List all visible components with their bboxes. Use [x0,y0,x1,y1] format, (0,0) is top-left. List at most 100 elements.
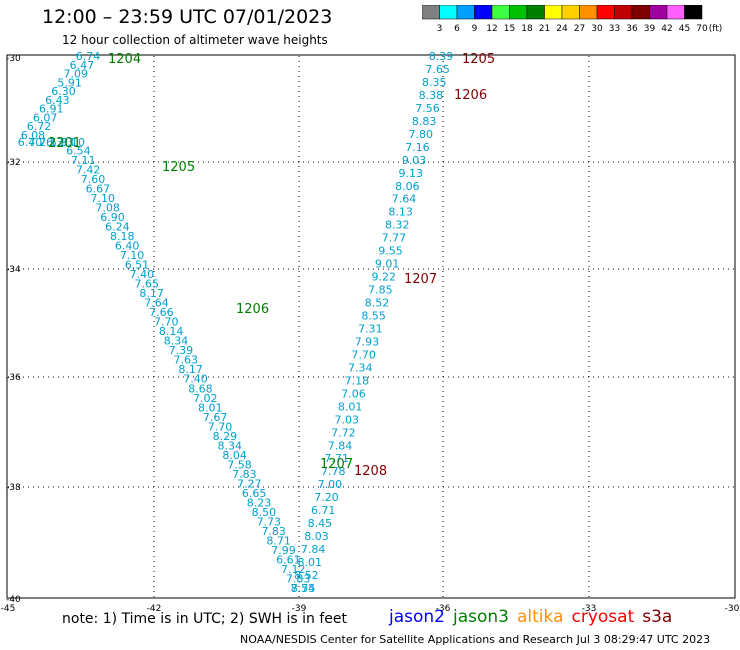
swh-value: 7.77 [382,232,407,245]
swh-value: 8.01 [338,400,363,413]
swh-value: 7.09 [64,68,89,81]
legend-swatch [649,5,668,20]
swh-value: 8.83 [412,115,437,128]
swh-value: 6.91 [39,103,64,116]
swh-value: 8.32 [385,219,410,232]
swh-value: 8.01 [198,401,223,414]
legend-swatch [596,5,615,20]
swh-value: 6.67 [86,183,111,196]
legend-label: 33 [609,24,620,34]
swh-value: 7.18 [345,374,370,387]
legend-label: 15 [504,24,515,34]
swh-value: 7.58 [227,458,252,471]
legend-label: 18 [521,24,533,34]
swh-value: 8.68 [188,382,213,395]
swh-value: 9.03 [402,154,427,167]
swh-value: 8.01 [297,556,322,569]
time-label: 1208 [354,464,387,479]
legend-label: 45 [679,24,690,34]
credit-line: NOAA/NESDIS Center for Satellite Applica… [240,633,711,646]
legend-swatch [666,5,685,20]
legend-label: 12 [486,24,497,34]
swh-value: 8.14 [159,325,184,338]
swh-value: 6.71 [311,504,336,517]
color-legend: 3 6 9 12 15 18 21 24 27 30 33 36 39 42 45 70 (ft) [422,5,723,34]
swh-value: 7.72 [331,426,356,439]
swh-value: 7.42 [76,163,101,176]
longitude-labels: -45 -42 -39 -36 -33 -30 [1,604,740,614]
swh-value: 7.11 [71,154,96,167]
swh-value: 7.99 [271,544,296,557]
swh-value: 7.56 [415,102,440,115]
footnote: note: 1) Time is in UTC; 2) SWH is in fe… [62,611,348,627]
swh-value: 7.84 [328,439,353,452]
legend-swatch [491,5,510,20]
swh-value: 8.38 [419,89,444,102]
satellite-altika: altika [517,607,564,627]
legend-label: 42 [661,24,672,34]
swh-value: 9.01 [375,258,400,271]
legend-label: 9 [472,24,478,34]
swh-value: 6.72 [27,120,52,133]
satellite-jason3: jason3 [453,607,509,627]
swh-value: 7.67 [203,411,228,424]
map-title: 12:00 – 23:59 UTC 07/01/2023 [42,6,333,28]
swh-value: 6.74 [76,50,101,63]
legend-label: 36 [626,24,638,34]
longitude-label: -30 [725,604,740,614]
swh-value: 6.08 [21,129,46,142]
swh-value: 6.43 [45,94,70,107]
swh-value: 8.45 [308,517,333,530]
swh-value: 7.27 [237,477,262,490]
swh-value: 9.13 [398,167,423,180]
swh-value: 7.64 [144,297,169,310]
longitude-label: -39 [292,604,307,614]
swh-value: 8.35 [422,76,447,89]
swh-value: 6.24 [105,221,130,234]
time-label: 1206 [236,302,269,317]
swh-value: 7.12 [281,563,306,576]
latitude-label: -40 [6,595,21,605]
swh-value: 5.91 [57,76,82,89]
swh-value: 7.26 [29,136,54,149]
swh-value: 8.52 [365,297,390,310]
legend-swatch [614,5,633,20]
swh-value: 7.70 [154,316,179,329]
swh-value: 9.55 [378,245,403,258]
swh-value: 7.65 [425,63,450,76]
swh-value: 7.31 [358,322,383,335]
swh-value: 8.50 [252,506,277,519]
swh-value: 6.51 [125,259,150,272]
legend-label: 21 [539,24,550,34]
swh-value: 8.06 [395,180,420,193]
satellite-legend: jason2 jason3 altika cryosat s3a [389,607,680,627]
satellite-s3a: s3a [642,607,673,627]
swh-value: 7.70 [351,348,376,361]
swh-value: 6.54 [66,144,91,157]
swh-value: 6.61 [276,553,301,566]
legend-label: 6 [454,24,460,34]
legend-label: 30 [591,24,603,34]
legend-swatch [456,5,475,20]
swh-value: 6.40 [115,240,140,253]
swh-value: 7.65 [134,278,159,291]
swh-value: 7.83 [261,525,286,538]
swh-value: 7.80 [409,128,434,141]
swh-value: 8.71 [266,534,291,547]
swh-value: 6.10 [61,136,86,149]
legend-swatch [631,5,650,20]
grid-lines [8,56,734,597]
swh-value: 7.66 [149,306,174,319]
swh-value: 8.17 [178,363,203,376]
swh-value: 7.55 [291,582,316,595]
time-label: 2201 [48,136,81,151]
satellite-jason2: jason2 [389,607,445,627]
swh-value: 8.34 [217,439,242,452]
swh-value: 8.29 [213,430,238,443]
swh-value: 7.85 [368,284,393,297]
swh-value: 7.10 [91,192,116,205]
satellite-tracks: 6.746.477.095.916.306.436.916.076.726.08… [18,50,453,595]
swh-value: 7.73 [257,515,282,528]
time-label: 1206 [454,88,487,103]
legend-unit: (ft) [709,24,723,34]
